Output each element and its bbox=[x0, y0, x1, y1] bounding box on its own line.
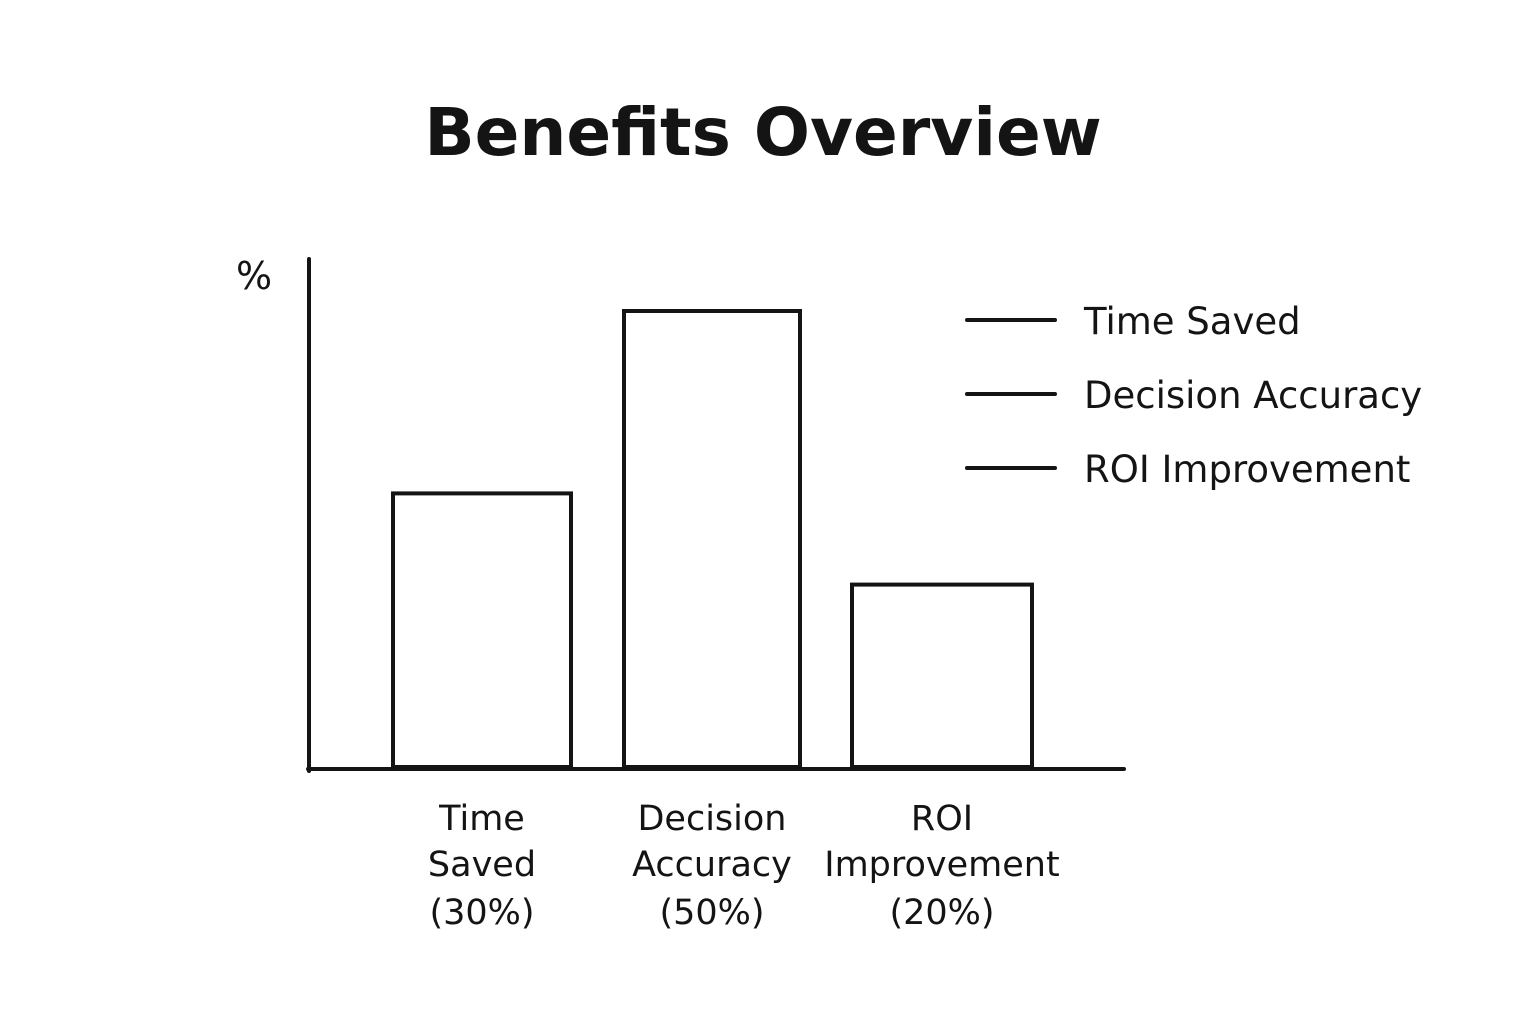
category-label-3-line-2: Improvement bbox=[824, 845, 1059, 885]
chart-title: Benefits Overview bbox=[424, 94, 1101, 171]
category-label-1-line-3: (30%) bbox=[429, 893, 534, 933]
bar-2 bbox=[622, 309, 802, 769]
bar-3 bbox=[850, 582, 1034, 769]
category-label-1-line-1: Time bbox=[438, 799, 525, 839]
category-label-3-line-3: (20%) bbox=[889, 893, 994, 933]
category-label-2-line-1: Decision bbox=[637, 799, 786, 839]
legend-label-1: Time Saved bbox=[1083, 300, 1301, 343]
legend: Time Saved Decision Accuracy ROI Improveme… bbox=[965, 300, 1422, 491]
y-axis-label: % bbox=[236, 254, 272, 298]
bars-group bbox=[391, 309, 1034, 769]
category-label-1-line-2: Saved bbox=[428, 845, 536, 885]
legend-label-3: ROI Improvement bbox=[1084, 448, 1410, 491]
legend-label-2: Decision Accuracy bbox=[1084, 374, 1422, 417]
category-label-2-line-2: Accuracy bbox=[632, 845, 792, 885]
bar-1 bbox=[391, 491, 573, 769]
category-label-3-line-1: ROI bbox=[911, 799, 973, 839]
category-labels: Time Saved (30%) Decision Accuracy (50%) ROI Im… bbox=[428, 799, 1060, 933]
category-label-2-line-3: (50%) bbox=[659, 893, 764, 933]
